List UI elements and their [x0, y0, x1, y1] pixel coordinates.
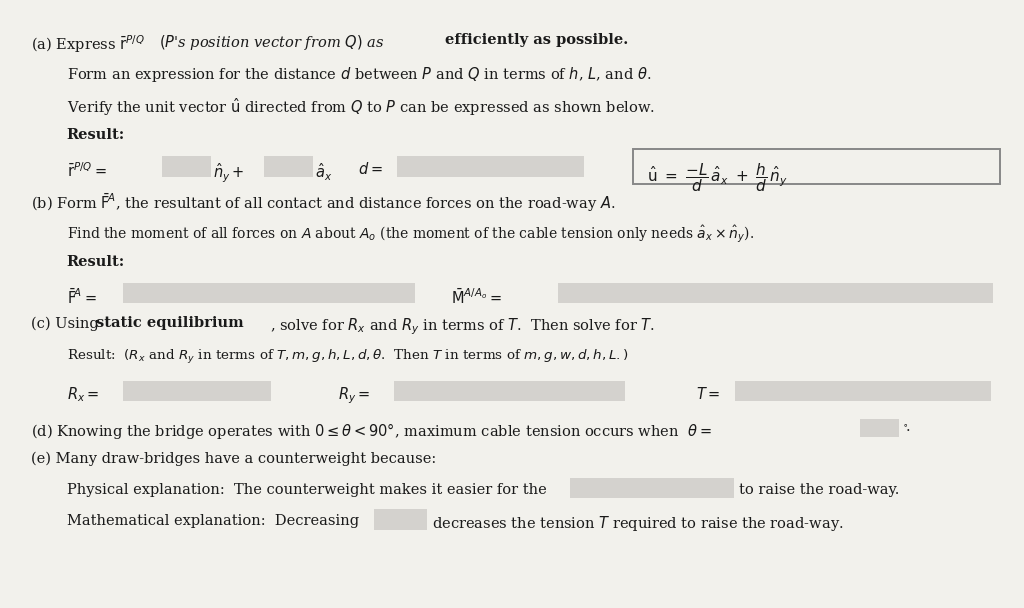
Text: $T =$: $T =$	[696, 385, 721, 402]
Text: (d) Knowing the bridge operates with $0 \leq \theta < 90°$, maximum cable tensio: (d) Knowing the bridge operates with $0 …	[31, 421, 712, 441]
Text: $R_y =$: $R_y =$	[338, 385, 370, 406]
FancyBboxPatch shape	[558, 283, 993, 303]
Text: $d =$: $d =$	[358, 162, 383, 178]
Text: Mathematical explanation:  Decreasing: Mathematical explanation: Decreasing	[67, 514, 358, 528]
Text: $\bar{\mathrm{F}}^{\!A} =$: $\bar{\mathrm{F}}^{\!A} =$	[67, 288, 96, 307]
Text: .: .	[905, 420, 910, 434]
Text: (e) Many draw-bridges have a counterweight because:: (e) Many draw-bridges have a counterweig…	[31, 451, 436, 466]
Text: Find the moment of all forces on $A$ about $A_o$ (the moment of the cable tensio: Find the moment of all forces on $A$ abo…	[67, 223, 754, 244]
Text: Result:: Result:	[67, 128, 125, 142]
Text: $(P$'s position vector from $Q)$ as: $(P$'s position vector from $Q)$ as	[159, 33, 384, 52]
FancyBboxPatch shape	[570, 478, 734, 499]
FancyBboxPatch shape	[123, 381, 271, 401]
Text: $\bar{\mathrm{r}}^{P/Q} =$: $\bar{\mathrm{r}}^{P/Q} =$	[67, 162, 106, 180]
Text: $\hat{a}_x$: $\hat{a}_x$	[315, 162, 333, 183]
Text: , solve for $R_x$ and $R_y$ in terms of $T$.  Then solve for $T$.: , solve for $R_x$ and $R_y$ in terms of …	[270, 316, 655, 337]
Text: (b) Form $\bar{\mathrm{F}}^{\!A}$, the resultant of all contact and distance for: (b) Form $\bar{\mathrm{F}}^{\!A}$, the r…	[31, 192, 615, 213]
Text: Form an expression for the distance $d$ between $P$ and $Q$ in terms of $h$, $L$: Form an expression for the distance $d$ …	[67, 65, 651, 84]
Text: Verify the unit vector $\hat{\mathrm{u}}$ directed from $Q$ to $P$ can be expres: Verify the unit vector $\hat{\mathrm{u}}…	[67, 97, 654, 119]
Text: to raise the road-way.: to raise the road-way.	[739, 483, 900, 497]
FancyBboxPatch shape	[397, 156, 584, 177]
Text: decreases the tension $T$ required to raise the road-way.: decreases the tension $T$ required to ra…	[432, 514, 844, 533]
Text: Result:  $(R_x$ and $R_y$ in terms of $T, m, g, h, L, d, \theta$.  Then $T$ in t: Result: $(R_x$ and $R_y$ in terms of $T,…	[67, 348, 628, 366]
Text: (a) Express $\bar{\mathrm{r}}^{P/Q}$: (a) Express $\bar{\mathrm{r}}^{P/Q}$	[31, 33, 144, 55]
Text: $^\circ$: $^\circ$	[901, 421, 909, 434]
Text: $R_x =$: $R_x =$	[67, 385, 98, 404]
Text: Result:: Result:	[67, 255, 125, 269]
Text: $\hat{\mathrm{u}}\ =\ \dfrac{-L}{d}\,\hat{a}_x\ +\ \dfrac{h}{d}\,\hat{n}_y$: $\hat{\mathrm{u}}\ =\ \dfrac{-L}{d}\,\ha…	[647, 162, 788, 195]
Text: efficiently as possible.: efficiently as possible.	[445, 33, 629, 47]
FancyBboxPatch shape	[860, 419, 899, 437]
Text: $\bar{\mathrm{M}}^{A/A_o} =$: $\bar{\mathrm{M}}^{A/A_o} =$	[451, 288, 502, 307]
Text: static equilibrium: static equilibrium	[96, 316, 244, 330]
Text: $\hat{n}_y +$: $\hat{n}_y +$	[213, 162, 245, 185]
FancyBboxPatch shape	[264, 156, 313, 177]
FancyBboxPatch shape	[374, 509, 427, 530]
FancyBboxPatch shape	[123, 283, 415, 303]
FancyBboxPatch shape	[735, 381, 991, 401]
Text: (c) Using: (c) Using	[31, 316, 103, 331]
FancyBboxPatch shape	[162, 156, 211, 177]
Text: Physical explanation:  The counterweight makes it easier for the: Physical explanation: The counterweight …	[67, 483, 547, 497]
FancyBboxPatch shape	[394, 381, 625, 401]
